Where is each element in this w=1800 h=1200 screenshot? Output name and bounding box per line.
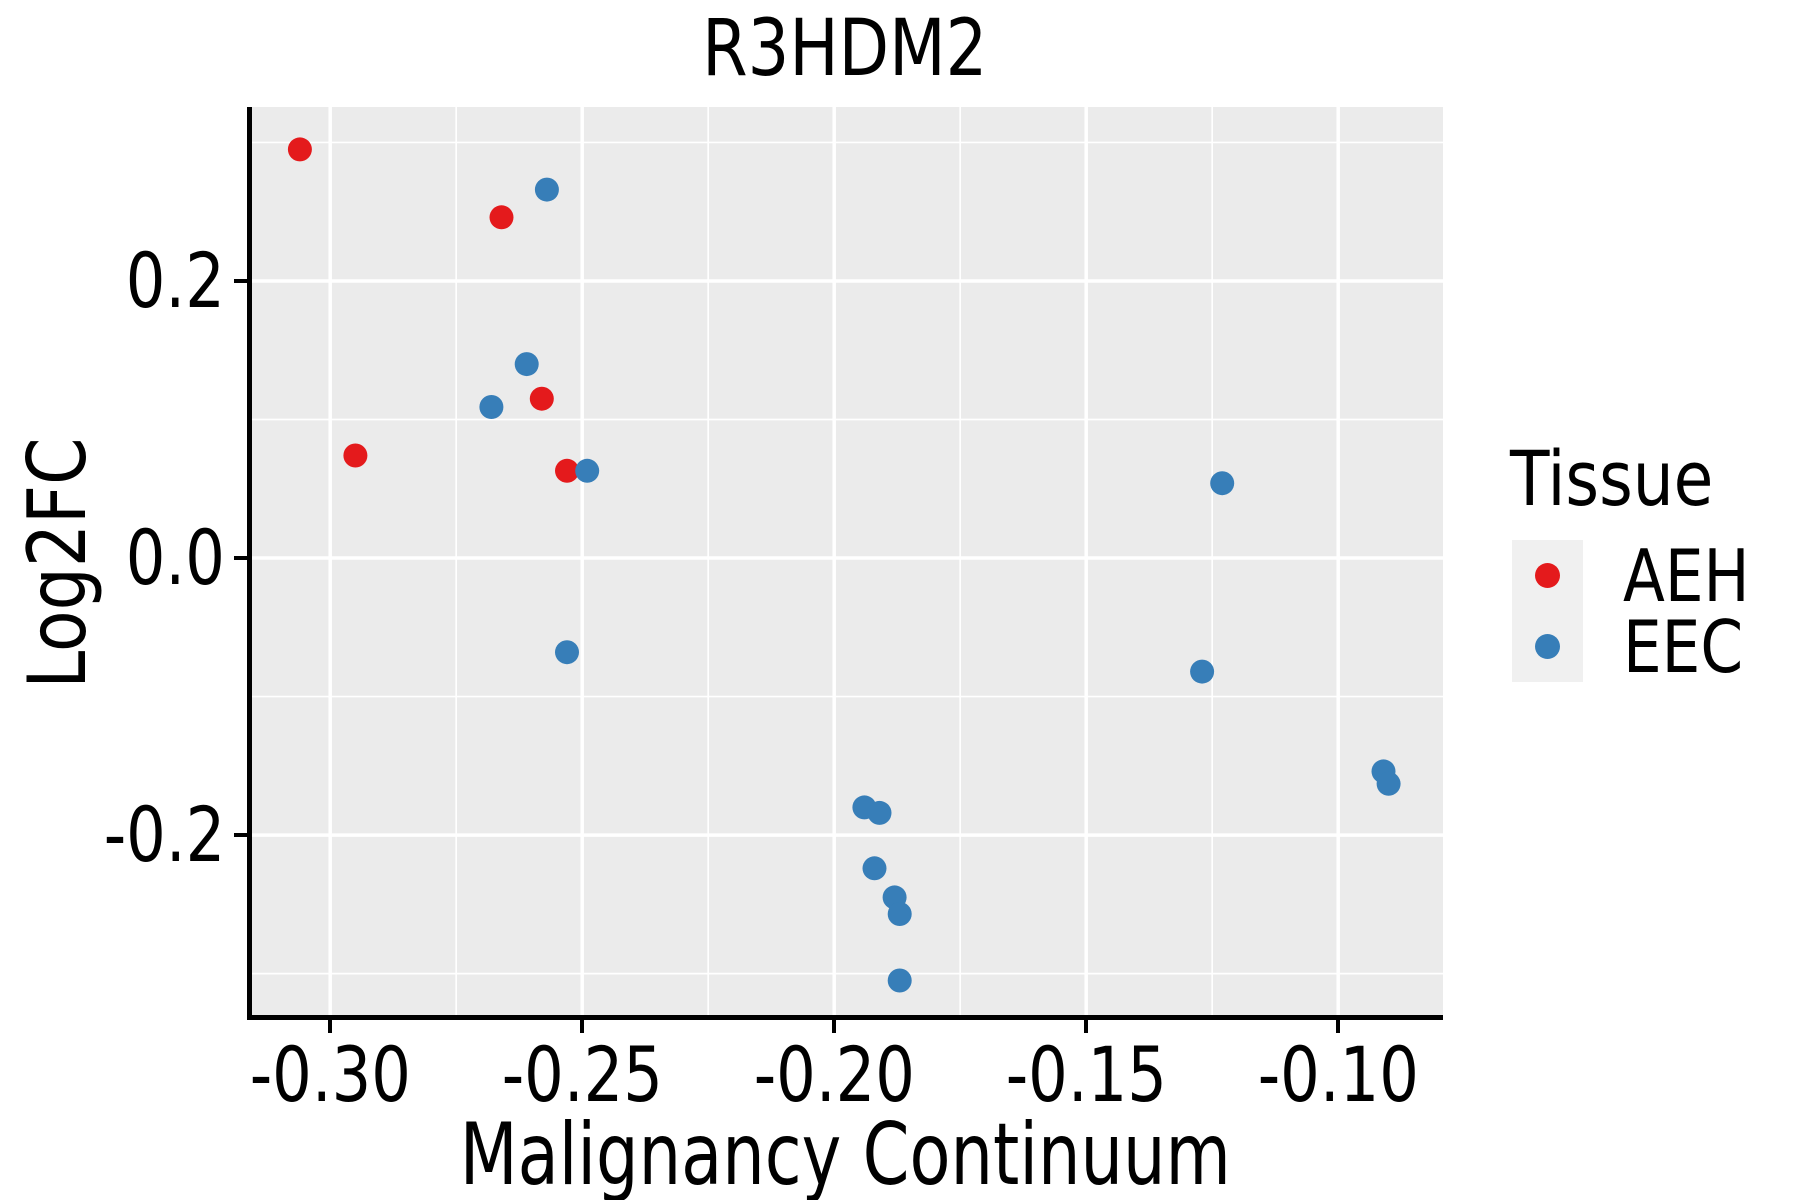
y-tick-label-text: -0.2 [103,790,225,880]
x-tick-mark [1084,1020,1089,1033]
x-tick-label-text: -0.15 [1005,1030,1167,1119]
data-point-aeh [555,458,579,483]
data-point-eec [867,800,892,825]
data-point-eec [1376,771,1401,796]
legend-swatch-aeh-icon [1535,563,1560,588]
x-tick-label-text: -0.10 [1257,1030,1419,1119]
data-point-eec [1190,659,1215,684]
x-tick-mark [832,1020,837,1033]
legend-item-label-eec: EEC [1623,611,1764,683]
x-tick-mark [1336,1020,1341,1033]
plot-title: R3HDM2 [247,10,1443,88]
data-point-aeh [287,137,312,162]
x-tick-label: -0.10 [1218,1036,1458,1114]
data-point-eec [514,352,539,377]
x-tick-label-text: -0.30 [249,1030,411,1119]
x-tick-label-text: -0.20 [753,1030,915,1119]
x-tick-label: -0.15 [966,1036,1206,1114]
data-point-eec [887,968,912,993]
legend-item-text: EEC [1623,605,1744,689]
legend-swatch-eec-icon [1535,634,1560,659]
legend-item-label-aeh: AEH [1623,540,1772,612]
legend-title: Tissue [1510,440,1749,518]
legend-key-eec [1512,611,1583,682]
legend-item-text: AEH [1623,534,1750,618]
data-point-eec [887,902,912,926]
y-tick-mark [234,833,247,838]
plot-title-text: R3HDM2 [702,4,988,94]
data-point-aeh [343,443,368,468]
data-point-eec [534,177,559,202]
x-tick-label: -0.20 [714,1036,954,1114]
x-tick-mark [580,1020,585,1033]
panel-background [247,107,1443,1020]
y-tick-label: 0.0 [0,519,225,597]
data-point-aeh [529,386,554,411]
data-point-eec [555,640,579,665]
y-tick-label: 0.2 [0,235,225,325]
x-tick-label-text: -0.25 [501,1030,663,1119]
data-point-eec [479,395,504,419]
data-point-eec [862,856,887,881]
x-tick-mark [328,1020,333,1033]
x-tick-label: -0.30 [210,1036,450,1114]
y-tick-label: -0.2 [0,796,225,874]
x-axis-title: Malignancy Continuum [247,1112,1443,1198]
data-point-eec [575,458,600,483]
y-tick-mark [234,278,247,283]
plot-panel [247,107,1443,1020]
y-tick-label-text: 0.0 [125,513,225,603]
data-point-eec [1210,471,1235,496]
scatter-canvas [247,107,1443,1020]
legend-title-text: Tissue [1510,434,1714,523]
legend-keys: AEH EEC [1512,540,1750,683]
legend-key-aeh [1512,540,1583,611]
data-point-aeh [489,205,514,230]
y-tick-mark [234,556,247,561]
x-axis-title-text: Malignancy Continuum [459,1105,1231,1200]
x-tick-label: -0.25 [462,1036,702,1114]
y-tick-label-text: 0.2 [125,235,225,325]
